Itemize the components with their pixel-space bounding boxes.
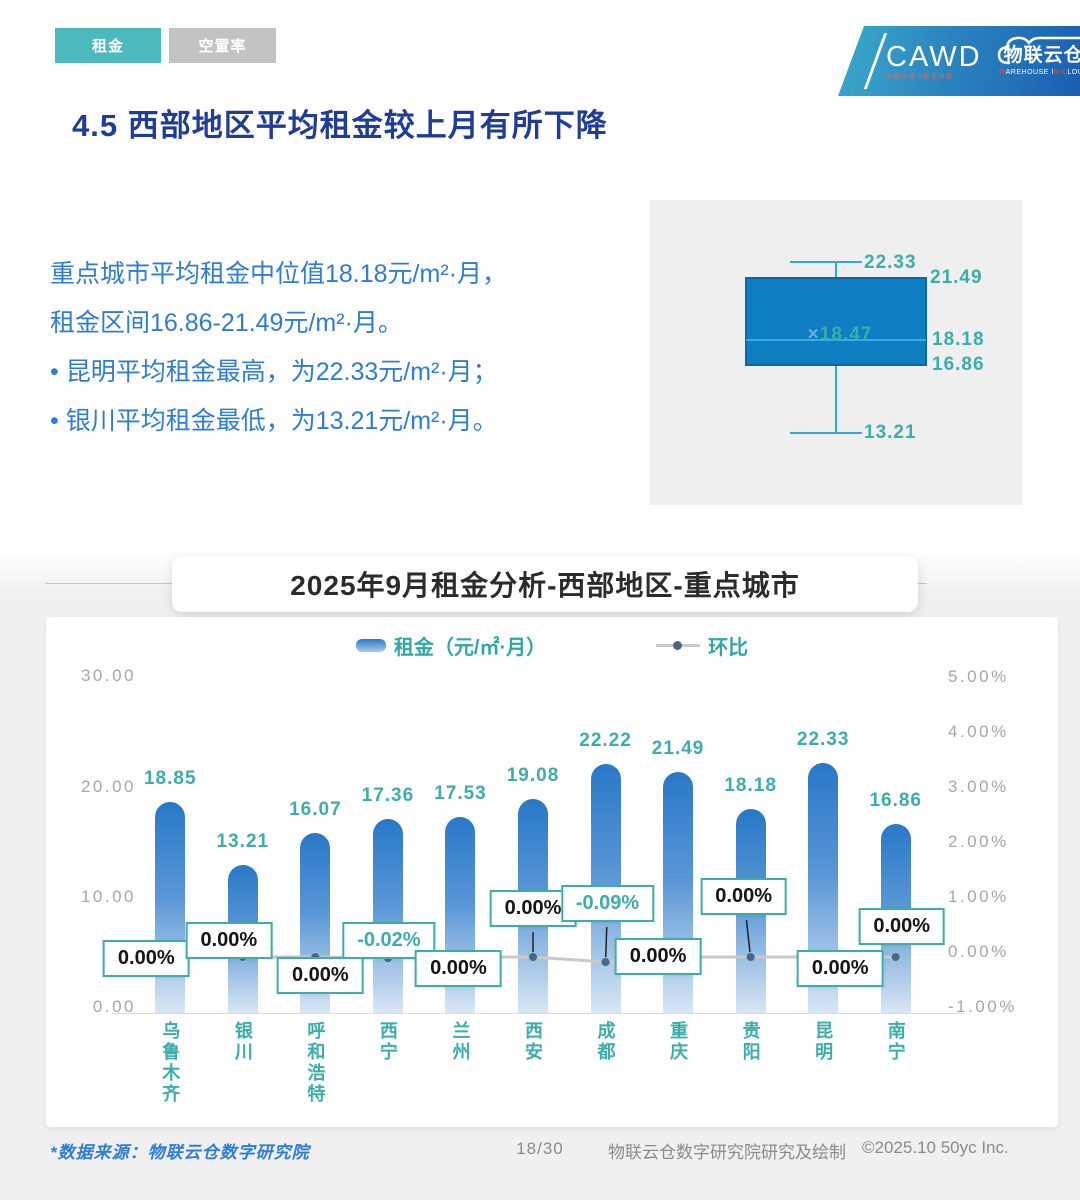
right-axis-tick-2: 2.00%	[948, 832, 1009, 851]
line-series-swatch	[656, 641, 701, 650]
rent-boxplot-panel: 22.33 21.49 ×18.47 18.18 16.86 13.21	[650, 200, 1022, 505]
left-axis-tick-20: 20.00	[80, 777, 136, 796]
mean-x-mark: ×	[807, 324, 820, 345]
ratio-callout: 0.00%	[700, 878, 787, 915]
ratio-callout: 0.00%	[415, 950, 502, 987]
legend-item-ratio: 环比	[656, 631, 748, 660]
city-label: 南宁	[885, 1021, 906, 1063]
cawd-wordmark: CAWD	[886, 40, 982, 73]
data-source-note: *数据来源：物联云仓数字研究院	[50, 1143, 310, 1162]
city-label: 银川	[232, 1021, 253, 1063]
rent-value-label: 16.07	[289, 799, 342, 821]
right-axis-tick-3: 3.00%	[948, 777, 1009, 796]
city-label: 乌鲁木齐	[160, 1021, 181, 1105]
right-axis-tick-1: 1.00%	[948, 887, 1009, 906]
legend-item-rent: 租金（元/㎡·月）	[355, 631, 547, 660]
ratio-dot	[745, 952, 756, 962]
x-axis-line	[112, 1013, 964, 1014]
right-axis-tick-5: 5.00%	[948, 667, 1009, 686]
ratio-callout: 0.00%	[185, 922, 273, 959]
x-axis-labels: 乌鲁木齐 银川 呼和浩特 西宁 兰州 西安 成都 重庆 贵阳 昆明 南宁	[134, 1021, 932, 1125]
rent-value-label: 18.85	[143, 767, 197, 789]
page-title: 4.5 西部地区平均租金较上月有所下降	[72, 108, 608, 143]
boxplot-whisker-cap-bottom	[790, 432, 862, 434]
boxplot-max-label: 22.33	[864, 252, 917, 273]
city-label: 重庆	[668, 1021, 689, 1063]
footer-credit: 物联云仓数字研究院研究及绘制 ©2025.10 50yc Inc.	[608, 1138, 1068, 1163]
bar-series-swatch	[355, 639, 386, 652]
city-label: 西宁	[377, 1021, 398, 1063]
wuliancloud-logo: 物联云仓↗ WAREHOUSE IN CLOUD	[997, 36, 1080, 76]
ratio-callout: 0.00%	[858, 908, 946, 945]
rent-value-label: 16.86	[869, 790, 922, 812]
brand-logo-banner: CAWD 中国仓储与配送协会 物联云仓↗ WAREHOUSE IN CLOUD	[838, 26, 1080, 96]
summary-bullet-2: • 银川平均租金最低，为13.21元/m²·月。	[50, 407, 498, 435]
boxplot-median-line	[746, 339, 926, 341]
rent-value-label: 22.33	[796, 728, 850, 750]
logo-slash-decoration	[863, 33, 888, 89]
left-axis-tick-0: 0.00	[92, 997, 136, 1016]
ratio-dot	[890, 952, 901, 962]
copyright-text: ©2025.10 50yc Inc.	[862, 1138, 1009, 1157]
right-axis-tick-4: 4.00%	[948, 722, 1009, 741]
ratio-callout: 0.00%	[796, 950, 884, 987]
boxplot-mean-label: ×18.47	[807, 324, 873, 345]
city-label: 西安	[523, 1021, 543, 1063]
summary-line-2: 租金区间16.86-21.49元/m²·月。	[50, 309, 403, 337]
city-label: 昆明	[813, 1021, 834, 1063]
city-label: 贵阳	[740, 1021, 761, 1063]
rent-value-label: 22.22	[579, 730, 632, 752]
right-axis-tick-neg1: -1.00%	[948, 997, 1017, 1016]
rent-value-label: 18.18	[724, 775, 777, 797]
boxplot-median-label: 18.18	[932, 329, 985, 350]
ratio-callout: 0.00%	[102, 940, 190, 977]
rent-bar	[155, 801, 186, 1013]
cawd-subtitle: 中国仓储与配送协会	[886, 73, 954, 80]
wuliancloud-subtitle: WAREHOUSE IN CLOUD	[998, 69, 1080, 76]
cloud-icon	[997, 36, 1080, 65]
boxplot-q3-label: 21.49	[930, 267, 983, 288]
boxplot-whisker-cap-top	[790, 261, 862, 263]
legend-ratio-label: 环比	[708, 637, 749, 659]
boxplot-min-label: 13.21	[864, 422, 917, 443]
rent-value-label: 19.08	[506, 765, 560, 787]
boxplot-box	[745, 277, 927, 366]
left-axis-tick-30: 30.00	[80, 666, 136, 685]
chart-title: 2025年9月租金分析-西部地区-重点城市	[172, 556, 918, 612]
credit-text: 物联云仓数字研究院研究及绘制	[608, 1143, 846, 1162]
wuliancloud-wordmark: 物联云仓↗	[1003, 45, 1080, 66]
ratio-callout: 0.00%	[614, 938, 702, 975]
rent-value-label: 13.21	[216, 831, 270, 853]
summary-text: 重点城市平均租金中位值18.18元/m²·月， 租金区间16.86-21.49元…	[50, 250, 640, 446]
boxplot-whisker-stem-top	[835, 262, 837, 278]
page-number: 18/30	[516, 1139, 564, 1158]
ratio-dot	[600, 957, 611, 968]
chart-legend: 租金（元/㎡·月） 环比	[46, 631, 1058, 660]
left-axis-tick-10: 10.00	[80, 887, 136, 906]
cawd-logo: CAWD 中国仓储与配送协会	[886, 40, 982, 80]
summary-bullet-1: • 昆明平均租金最高，为22.33元/m²·月；	[50, 358, 498, 386]
city-label: 成都	[595, 1021, 616, 1063]
rent-value-label: 17.36	[361, 784, 415, 806]
rent-value-label: 21.49	[651, 738, 705, 760]
ratio-callout: 0.00%	[277, 957, 364, 994]
ratio-callout: -0.02%	[342, 922, 436, 959]
plot-area: 18.85 13.21 16.07 17.36 17.53 19.08 22.22 21.49…	[102, 677, 964, 1014]
boxplot-whisker-stem-bottom	[835, 366, 837, 433]
chart-section: 2025年9月租金分析-西部地区-重点城市 租金（元/㎡·月） 环比 30.00…	[0, 550, 1080, 1200]
city-label: 呼和浩特	[305, 1021, 326, 1105]
tab-vacancy[interactable]: 空置率	[169, 28, 276, 63]
tab-rent[interactable]: 租金	[55, 28, 161, 63]
rent-value-label: 17.53	[434, 782, 487, 804]
ratio-dot	[528, 952, 538, 962]
chart-card: 租金（元/㎡·月） 环比 30.00 20.00 10.00 0.00 5.00…	[46, 617, 1058, 1127]
boxplot-q1-label: 16.86	[932, 354, 985, 375]
city-label: 兰州	[450, 1021, 471, 1063]
right-axis-tick-0: 0.00%	[948, 942, 1009, 961]
legend-rent-label: 租金（元/㎡·月）	[393, 637, 547, 659]
rent-bar	[372, 818, 403, 1013]
summary-line-1: 重点城市平均租金中位值18.18元/m²·月，	[50, 260, 507, 288]
ratio-callout: -0.09%	[560, 885, 655, 922]
